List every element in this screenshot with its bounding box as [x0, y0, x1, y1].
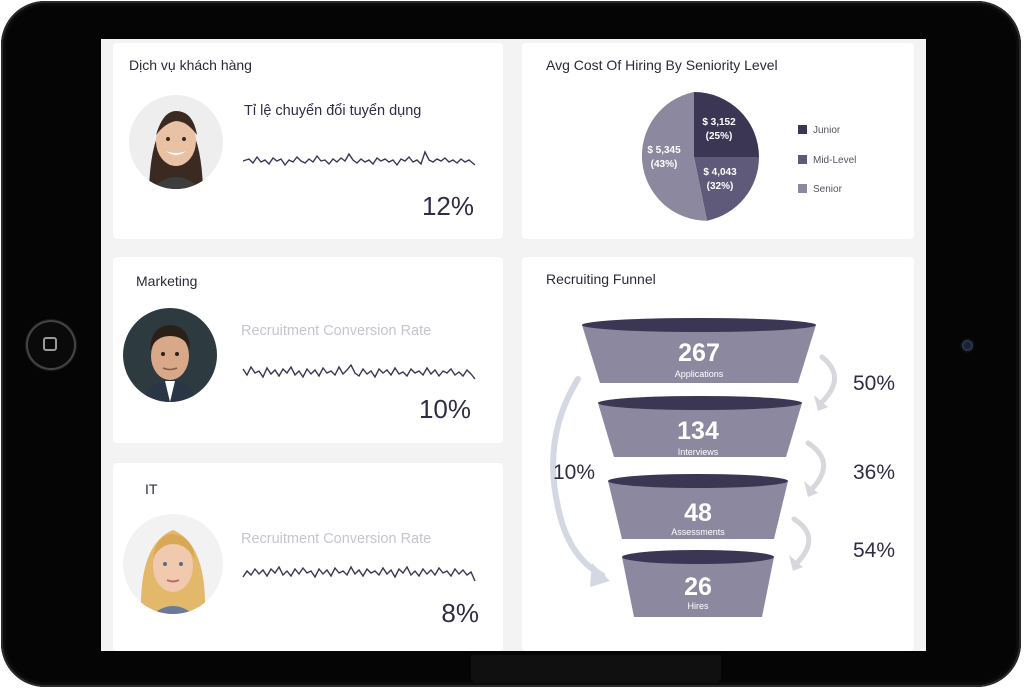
legend-label: Senior [813, 184, 842, 195]
funnel-label: Interviews [678, 447, 719, 457]
funnel-value: 267 [678, 339, 720, 367]
slice-label: $ 5,345 [647, 145, 681, 156]
legend-item-mid-level: Mid-Level [798, 155, 856, 166]
slice-label: $ 3,152 [702, 117, 736, 128]
funnel-value: 134 [677, 417, 719, 445]
home-square-icon [43, 337, 57, 351]
pie-slice-junior [694, 92, 759, 157]
slice-label: (32%) [707, 181, 734, 192]
funnel-value: 48 [684, 499, 712, 527]
metric-value: 8% [441, 598, 479, 628]
step-rate: 50% [853, 372, 895, 395]
legend-item-senior: Senior [798, 184, 842, 195]
overall-rate: 10% [553, 461, 595, 484]
funnel-label: Hires [687, 601, 709, 611]
sparkline [242, 565, 476, 582]
card-title: IT [145, 481, 158, 497]
metric-label: Recruitment Conversion Rate [241, 323, 432, 339]
overall-arrow [550, 376, 605, 578]
slice-label: (25%) [706, 131, 733, 142]
step-rate: 36% [853, 461, 895, 484]
legend-label: Mid-Level [813, 155, 857, 166]
funnel-label: Assessments [671, 527, 725, 537]
slice-label: $ 4,043 [703, 167, 737, 178]
metric-label: Tỉ lệ chuyển đổi tuyển dụng [244, 103, 422, 119]
metric-label: Recruitment Conversion Rate [241, 531, 432, 547]
sparkline [242, 150, 476, 167]
woman-dark-hair-avatar [129, 95, 223, 189]
card-title: Dịch vụ khách hàng [129, 57, 252, 73]
woman-blonde-avatar [123, 514, 223, 614]
avg-cost-card: Avg Cost Of Hiring By Seniority Level $ … [522, 43, 914, 239]
funnel-label: Applications [675, 369, 724, 379]
home-button[interactable] [26, 320, 76, 370]
man-suit-avatar [123, 308, 217, 402]
device-bottom-edge [471, 655, 721, 683]
camera-icon [962, 340, 973, 351]
card-title: Avg Cost Of Hiring By Seniority Level [546, 57, 778, 73]
dashboard-screen: Dịch vụ khách hàng Tỉ lệ chuyển đổi tuyể… [101, 39, 926, 651]
department-card-it: IT Recruitment Conversion Rate 8% [113, 463, 503, 651]
slice-label: (43%) [651, 159, 678, 170]
pie-slice-senior [641, 92, 707, 221]
cost-pie-chart: $ 3,152 (25%) $ 4,043 (32%) $ 5,345 (43%… [641, 92, 759, 221]
legend-item-junior: Junior [798, 125, 840, 136]
funnel-diagram: 267 Applications 134 Interviews 48 Asses… [550, 318, 895, 617]
funnel-value: 26 [684, 573, 712, 601]
step-rate: 54% [853, 539, 895, 562]
department-card-customer-service: Dịch vụ khách hàng Tỉ lệ chuyển đổi tuyể… [113, 43, 503, 239]
card-title: Marketing [136, 273, 198, 289]
card-title: Recruiting Funnel [546, 271, 656, 287]
metric-value: 10% [418, 394, 471, 424]
pie-slice-mid-level [694, 157, 759, 221]
department-card-marketing: Marketing Recruitment Conversion Rate 10… [113, 257, 503, 443]
metric-value: 12% [421, 191, 474, 221]
recruiting-funnel-card: Recruiting Funnel 267 Applications 134 I… [522, 257, 914, 651]
legend-label: Junior [813, 125, 841, 136]
sparkline [242, 363, 476, 380]
step-arrows [791, 354, 837, 566]
